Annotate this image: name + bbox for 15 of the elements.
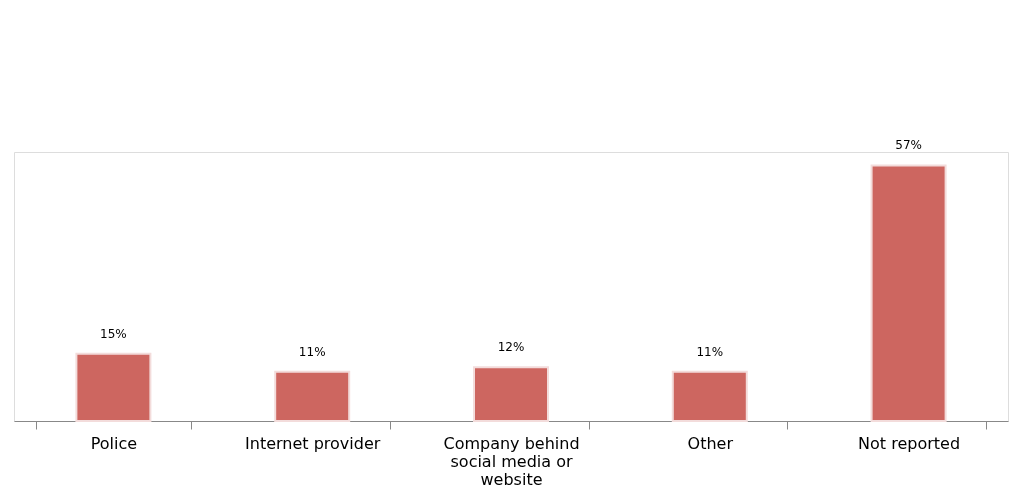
- x-tick-label: Police: [90, 433, 138, 453]
- data-label: 57%: [895, 138, 922, 153]
- bar: [473, 366, 549, 422]
- x-tick-label: Internet provider: [245, 433, 381, 453]
- data-label: 15%: [100, 326, 127, 341]
- bar: [671, 370, 748, 422]
- bar: [274, 370, 351, 422]
- x-tick-label: Other: [687, 433, 734, 453]
- data-label: 12%: [497, 340, 525, 355]
- data-label: 11%: [696, 344, 724, 359]
- x-tick-label: Company behind social media or website: [443, 433, 580, 489]
- data-label: 11%: [298, 344, 326, 359]
- bar: [870, 164, 947, 422]
- bar: [75, 352, 152, 422]
- x-tick-label: Not reported: [858, 433, 961, 453]
